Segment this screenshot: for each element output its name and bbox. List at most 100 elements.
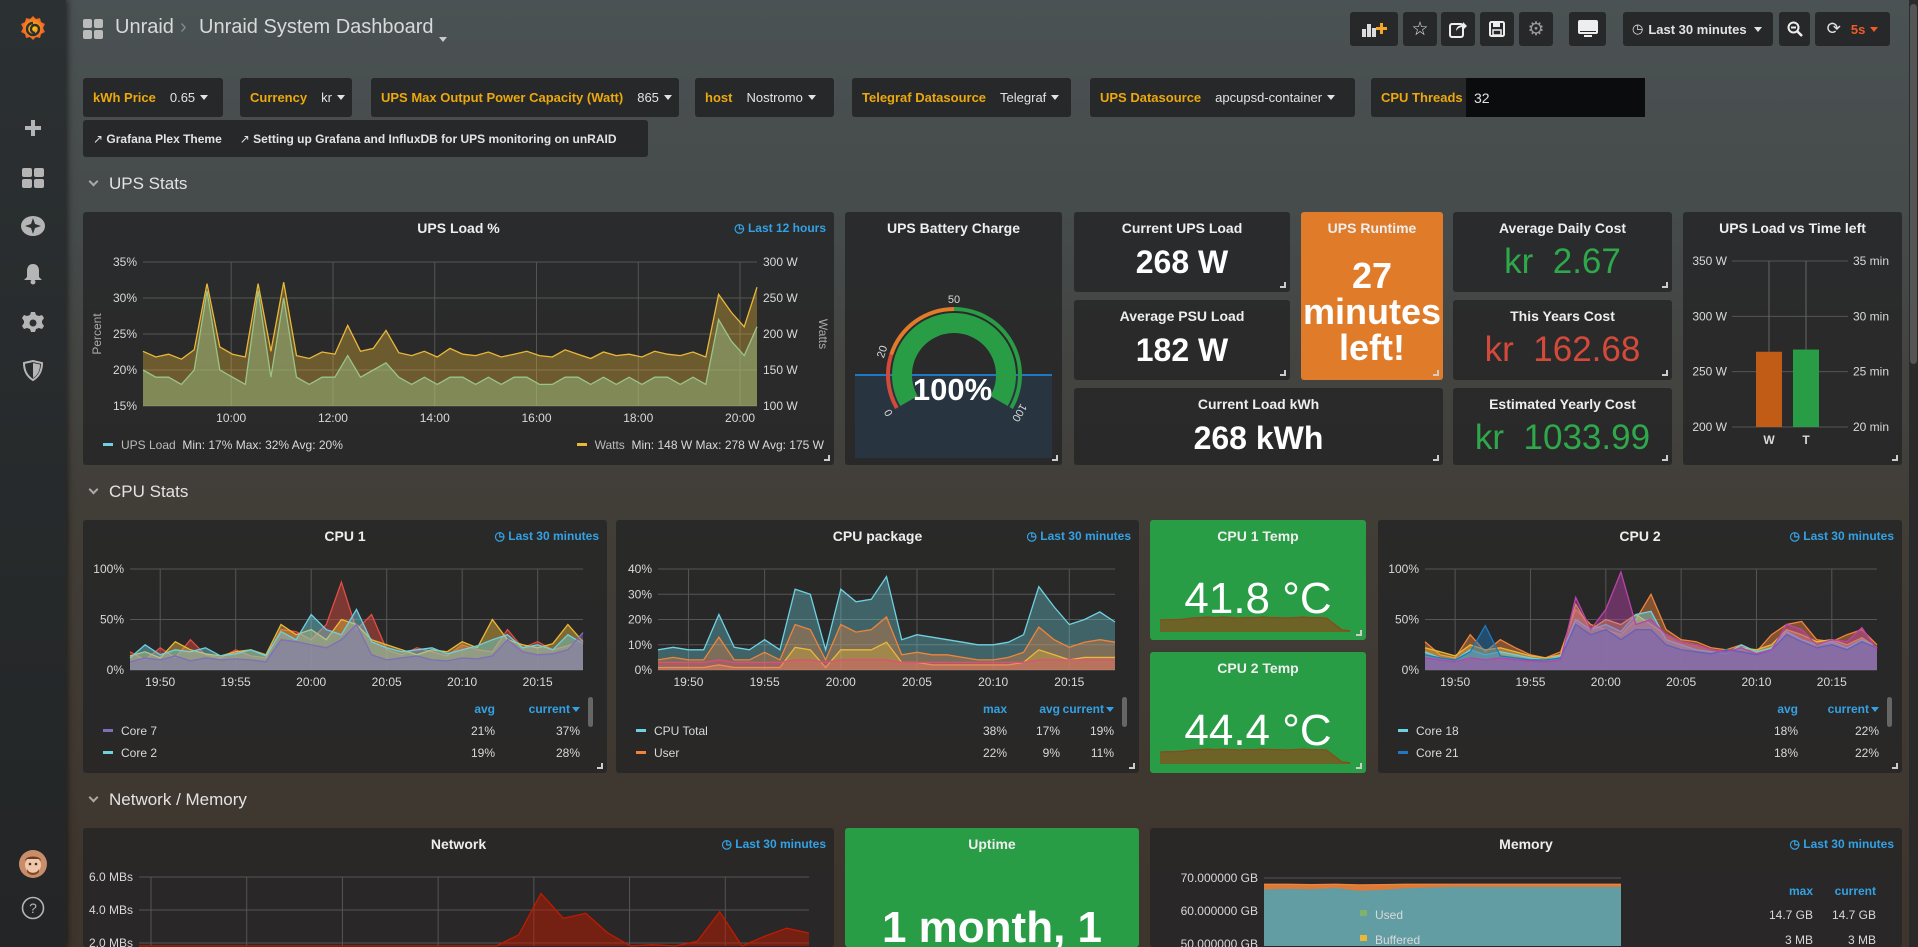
resize-handle[interactable] [1433, 370, 1439, 376]
panel-title[interactable]: This Years Cost [1453, 308, 1672, 324]
legend-series[interactable]: Core 21 [1398, 746, 1459, 760]
legend-column-avg[interactable]: avg [1000, 702, 1060, 716]
panel-title[interactable]: Average Daily Cost [1453, 220, 1672, 236]
legend-series[interactable]: CPU Total [636, 724, 708, 738]
row-cpu-stats[interactable]: CPU Stats [90, 482, 188, 502]
refresh-button[interactable]: ⟳5s [1815, 12, 1890, 46]
share-button[interactable] [1441, 12, 1475, 46]
stat-value: kr 2.67 [1453, 242, 1672, 282]
variable-value[interactable]: 0.65 [170, 90, 195, 105]
variable-value[interactable]: apcupsd-container [1215, 90, 1322, 105]
y-tick-label: 350 W [1692, 254, 1727, 268]
resize-handle[interactable] [1662, 455, 1668, 461]
resize-handle[interactable] [1280, 282, 1286, 288]
variable-ups-max-output[interactable]: UPS Max Output Power Capacity (Watt)865 [371, 78, 679, 117]
variable-value[interactable]: 865 [637, 90, 659, 105]
variable-value[interactable]: Nostromo [746, 90, 802, 105]
resize-handle[interactable] [1433, 455, 1439, 461]
time-picker-button[interactable]: ◷Last 30 minutes [1623, 12, 1773, 46]
refresh-interval[interactable]: 5s [1851, 22, 1865, 37]
legend-column-avg[interactable]: avg [435, 702, 495, 716]
panel-title[interactable]: Uptime [845, 836, 1139, 852]
stat-value: 182 W [1074, 332, 1290, 369]
explore-icon[interactable] [21, 214, 45, 238]
legend-scrollbar[interactable] [588, 697, 593, 727]
legend-column-current[interactable]: current [1819, 702, 1879, 716]
grafana-logo[interactable] [18, 14, 48, 44]
server-admin-shield-icon[interactable] [21, 359, 45, 383]
breadcrumb-separator-icon: › [180, 16, 187, 39]
legend-watts[interactable]: Watts Min: 148 W Max: 278 W Avg: 175 W [577, 438, 824, 452]
legend-column-current[interactable]: current [1054, 702, 1114, 716]
legend-column-current[interactable]: current [1816, 884, 1876, 898]
add-panel-button[interactable] [1350, 12, 1398, 46]
resize-handle[interactable] [1892, 455, 1898, 461]
link-setup-guide[interactable]: ↗ Setting up Grafana and InfluxDB for UP… [240, 132, 617, 146]
legend-series[interactable]: Core 2 [103, 746, 157, 760]
legend-scrollbar[interactable] [1122, 697, 1127, 727]
caret-down-icon [1327, 95, 1335, 100]
resize-handle[interactable] [597, 763, 603, 769]
resize-handle[interactable] [1356, 763, 1362, 769]
alerting-icon[interactable] [21, 262, 45, 286]
star-button[interactable]: ☆ [1403, 12, 1437, 46]
resize-handle[interactable] [1662, 370, 1668, 376]
currency-prefix: kr [1504, 242, 1533, 281]
variable-value[interactable]: Telegraf [1000, 90, 1046, 105]
panel-title[interactable]: Estimated Yearly Cost [1453, 396, 1672, 412]
resize-handle[interactable] [1052, 455, 1058, 461]
user-avatar[interactable] [19, 850, 47, 878]
configuration-icon[interactable] [21, 311, 45, 335]
panel-title[interactable]: UPS Runtime [1301, 220, 1443, 236]
scrollbar-thumb[interactable] [1910, 4, 1917, 364]
legend-ups-load[interactable]: UPS Load Min: 17% Max: 32% Avg: 20% [103, 438, 343, 452]
view-mode-button[interactable] [1569, 12, 1606, 46]
variable-currency[interactable]: Currencykr [240, 78, 352, 117]
legend-column-avg[interactable]: avg [1738, 702, 1798, 716]
resize-handle[interactable] [1356, 630, 1362, 636]
cpu-threads-input[interactable] [1466, 78, 1645, 117]
variable-ups-datasource[interactable]: UPS Datasourceapcupsd-container [1090, 78, 1355, 117]
settings-button[interactable]: ⚙ [1519, 12, 1553, 46]
y2-axis-label: Watts [816, 319, 830, 349]
panel-title[interactable]: Current UPS Load [1074, 220, 1290, 236]
resize-handle[interactable] [824, 455, 830, 461]
legend-series[interactable]: Used [1360, 908, 1403, 922]
legend-avg-value: 19% [435, 746, 495, 760]
dashboard-title[interactable]: Unraid System Dashboard [199, 16, 434, 39]
row-network-memory[interactable]: Network / Memory [90, 790, 247, 810]
title-caret-icon[interactable] [434, 31, 447, 49]
row-title: UPS Stats [109, 174, 187, 193]
legend-column-max[interactable]: max [947, 702, 1007, 716]
legend-series[interactable]: Core 7 [103, 724, 157, 738]
save-button[interactable] [1480, 12, 1514, 46]
variable-value[interactable]: kr [321, 90, 332, 105]
memory-series-top-line [1264, 884, 1621, 885]
legend-series[interactable]: User [636, 746, 679, 760]
legend-max-value: 22% [947, 746, 1007, 760]
legend-column-max[interactable]: max [1753, 884, 1813, 898]
panel-title[interactable]: Average PSU Load [1074, 308, 1290, 324]
page-scrollbar[interactable] [1909, 0, 1918, 947]
variable-kwh-price[interactable]: kWh Price 0.65 [83, 78, 223, 117]
variable-host[interactable]: hostNostromo [695, 78, 834, 117]
dashboards-icon[interactable] [21, 166, 45, 190]
y-tick-label: 20% [628, 613, 652, 627]
resize-handle[interactable] [1129, 763, 1135, 769]
plus-icon[interactable] [21, 116, 45, 140]
resize-handle[interactable] [1280, 370, 1286, 376]
resize-handle[interactable] [1892, 763, 1898, 769]
variable-telegraf-datasource[interactable]: Telegraf DatasourceTelegraf [852, 78, 1071, 117]
panel-title[interactable]: Current Load kWh [1074, 396, 1443, 412]
breadcrumb-folder[interactable]: Unraid [115, 16, 174, 39]
legend-series[interactable]: Core 18 [1398, 724, 1459, 738]
variable-label: kWh Price [93, 90, 156, 105]
legend-scrollbar[interactable] [1887, 697, 1892, 727]
link-plex-theme[interactable]: ↗ Grafana Plex Theme [93, 132, 222, 146]
legend-column-current[interactable]: current [520, 702, 580, 716]
legend-series[interactable]: Buffered [1360, 933, 1420, 947]
zoom-out-button[interactable] [1779, 12, 1810, 46]
help-icon[interactable]: ? [21, 896, 45, 920]
row-ups-stats[interactable]: UPS Stats [90, 174, 187, 194]
resize-handle[interactable] [1662, 282, 1668, 288]
